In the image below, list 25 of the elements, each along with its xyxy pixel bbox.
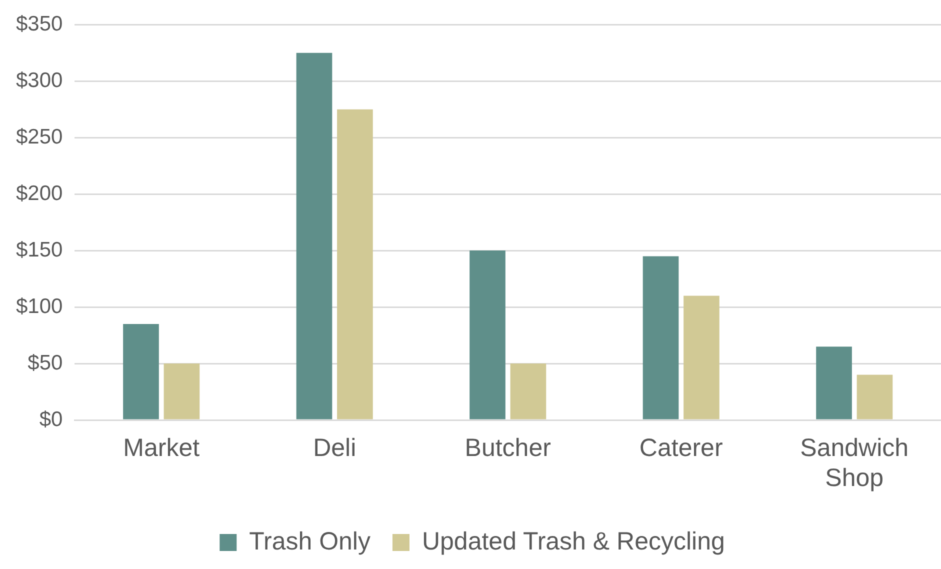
legend-label: Trash Only (249, 527, 371, 556)
y-tick-label: $0 (39, 408, 63, 431)
y-tick-label: $50 (28, 351, 63, 374)
bar (337, 109, 373, 420)
x-tick-label: Market (123, 434, 200, 462)
bar (470, 250, 506, 420)
bar (856, 374, 893, 420)
x-tick-label: Deli (313, 434, 356, 462)
bar (164, 364, 200, 420)
x-tick-label: Sandwich Shop (800, 434, 909, 492)
bar (296, 52, 332, 420)
y-tick-label: $350 (16, 12, 63, 36)
y-tick-label: $100 (16, 294, 63, 318)
legend-label: Updated Trash & Recycling (422, 527, 725, 556)
bar (642, 256, 679, 420)
bar (816, 346, 852, 420)
y-tick-label: $300 (16, 68, 63, 92)
x-tick-label: Butcher (464, 434, 551, 462)
y-tick-label: $250 (16, 125, 63, 148)
bar (123, 324, 159, 420)
x-tick-label: Caterer (639, 434, 723, 462)
bar (684, 296, 720, 420)
y-tick-label: $150 (16, 238, 63, 262)
bar (510, 364, 546, 420)
y-tick-label: $200 (16, 182, 63, 205)
